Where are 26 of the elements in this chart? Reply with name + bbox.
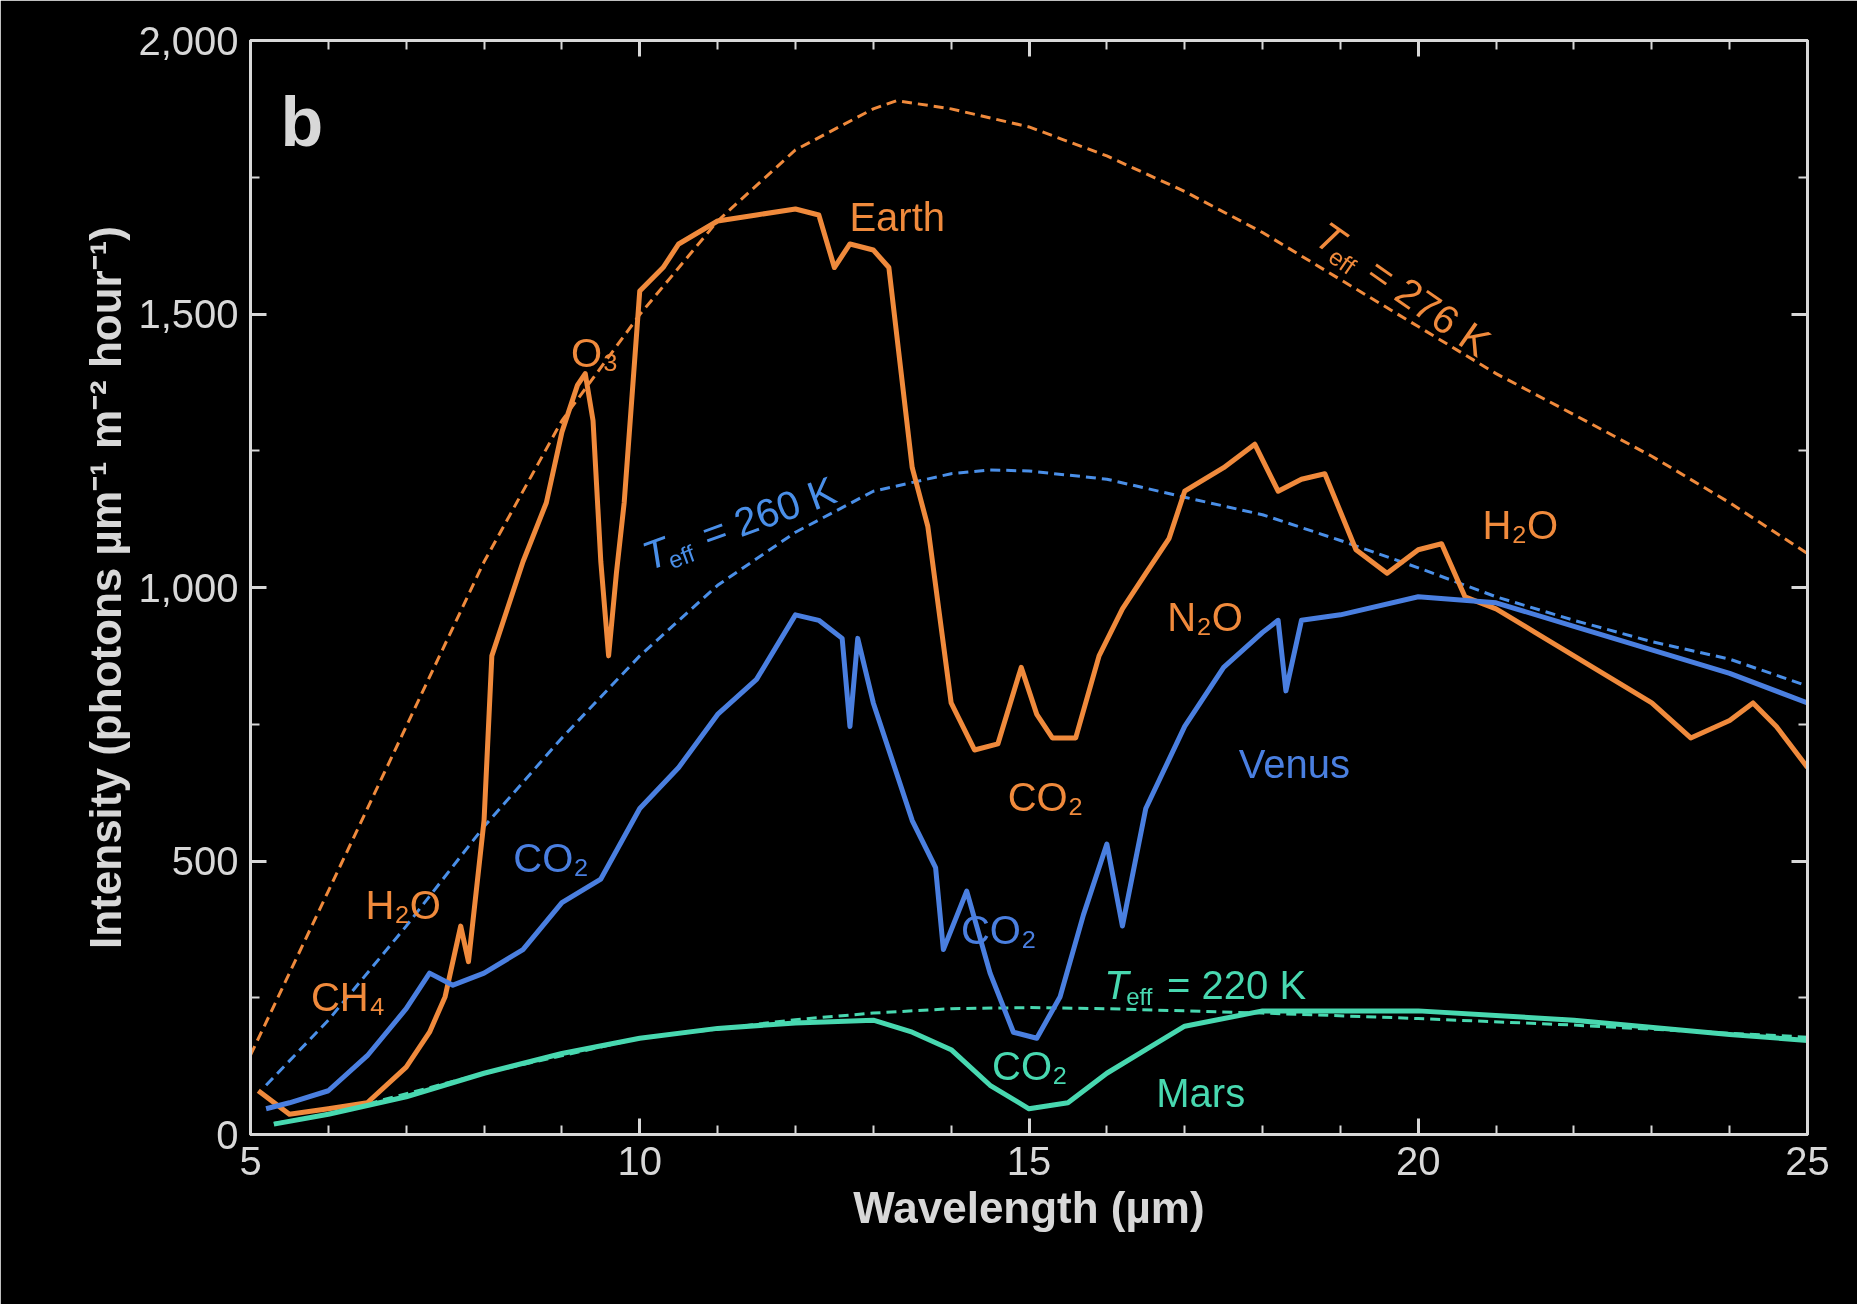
annotation: CO₂ <box>992 1044 1068 1089</box>
x-tick-label: 20 <box>1396 1138 1441 1183</box>
x-tick-label: 15 <box>1006 1138 1052 1183</box>
y-tick-label: 2,000 <box>138 18 239 63</box>
x-axis-title: Wavelength (µm) <box>853 1182 1205 1232</box>
annotation: CH₄ <box>310 974 386 1019</box>
annotation: O₃ <box>571 330 619 375</box>
annotation: Earth <box>849 194 946 239</box>
annotation: Mars <box>1156 1071 1246 1116</box>
annotation: b <box>280 82 324 161</box>
annotation: H₂O <box>365 883 441 928</box>
annotation: Venus <box>1238 741 1350 786</box>
annotation: N₂O <box>1167 594 1243 639</box>
x-tick-label: 10 <box>617 1138 662 1183</box>
x-tick-label: 5 <box>239 1138 262 1183</box>
annotation: Teff = 260 K <box>636 467 842 579</box>
y-tick-label: 1,500 <box>138 292 239 336</box>
annotation: CO₂ <box>1007 774 1084 819</box>
annotation: Teff = 276 K <box>1307 213 1499 366</box>
y-axis-title: Intensity (photons µm⁻¹ m⁻² hour⁻¹) <box>81 226 131 949</box>
annotation: H₂O <box>1482 502 1559 547</box>
y-tick-label: 1,000 <box>138 565 239 610</box>
y-tick-label: 0 <box>216 1112 239 1157</box>
annotation: CO₂ <box>513 836 589 881</box>
y-tick-label: 500 <box>171 839 239 883</box>
x-tick-label: 25 <box>1785 1138 1830 1183</box>
